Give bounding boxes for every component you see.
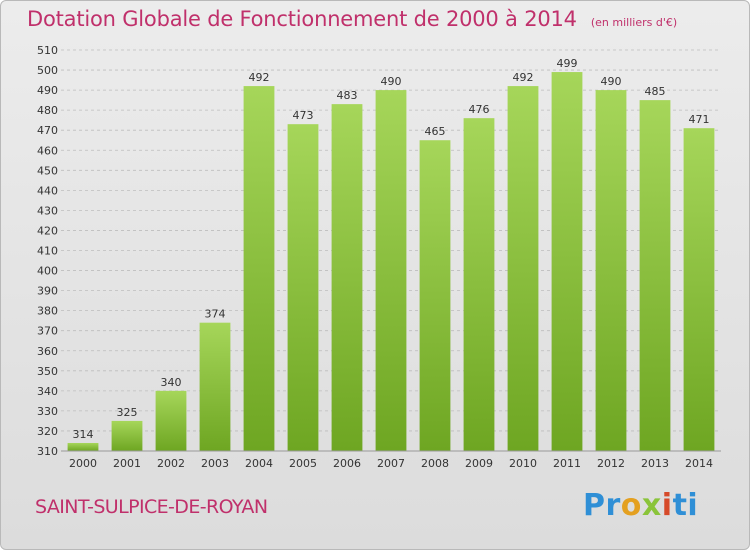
y-tick-label: 500 xyxy=(37,64,58,77)
y-tick-label: 330 xyxy=(37,405,58,418)
bar xyxy=(155,390,187,451)
x-tick-label: 2010 xyxy=(509,457,537,470)
logo-part: i xyxy=(661,488,673,523)
value-label: 485 xyxy=(645,85,666,98)
x-tick-label: 2005 xyxy=(289,457,317,470)
value-label: 490 xyxy=(381,75,402,88)
value-label: 490 xyxy=(601,75,622,88)
value-label: 325 xyxy=(117,406,138,419)
logo-part: x xyxy=(641,488,662,523)
x-tick-label: 2006 xyxy=(333,457,361,470)
logo-part: o xyxy=(620,488,642,523)
bar xyxy=(419,140,451,451)
x-tick-label: 2002 xyxy=(157,457,185,470)
logo-part: Pr xyxy=(583,488,621,523)
value-label: 314 xyxy=(73,428,94,441)
y-tick-label: 400 xyxy=(37,265,58,278)
y-tick-label: 370 xyxy=(37,325,58,338)
x-tick-label: 2011 xyxy=(553,457,581,470)
x-tick-label: 2001 xyxy=(113,457,141,470)
value-label: 374 xyxy=(205,308,226,321)
x-tick-label: 2012 xyxy=(597,457,625,470)
bar xyxy=(67,442,99,451)
commune-name: SAINT-SULPICE-DE-ROYAN xyxy=(35,496,268,518)
y-tick-label: 310 xyxy=(37,445,58,458)
value-label: 340 xyxy=(161,376,182,389)
y-tick-label: 430 xyxy=(37,204,58,217)
logo-part: ti xyxy=(672,488,699,523)
bar xyxy=(551,72,583,452)
bar xyxy=(375,90,407,451)
value-label: 476 xyxy=(469,103,490,116)
y-tick-label: 350 xyxy=(37,365,58,378)
y-tick-label: 320 xyxy=(37,425,58,438)
bar xyxy=(683,128,715,451)
value-label: 473 xyxy=(293,109,314,122)
x-axis-ticks: 2000 2001 2002 2003 2004 2005 2006 2007 2008 2009… xyxy=(69,457,713,470)
y-tick-label: 380 xyxy=(37,305,58,318)
value-labels: 314 325 340 374 492 473 483 490 465 476 492 499 490 4… xyxy=(73,57,710,441)
bar xyxy=(507,86,539,451)
x-tick-label: 2009 xyxy=(465,457,493,470)
bar xyxy=(111,420,143,451)
y-tick-label: 470 xyxy=(37,124,58,137)
bar xyxy=(463,118,495,452)
y-tick-label: 480 xyxy=(37,104,58,117)
unit-note: (en milliers d'€) xyxy=(590,16,678,29)
bar xyxy=(595,90,627,451)
bar xyxy=(243,86,275,451)
y-tick-label: 460 xyxy=(37,144,58,157)
x-tick-label: 2004 xyxy=(245,457,273,470)
value-label: 465 xyxy=(425,125,446,138)
y-tick-label: 450 xyxy=(37,164,58,177)
value-label: 471 xyxy=(689,113,710,126)
chart-title: Dotation Globale de Fonctionnement de 20… xyxy=(27,7,677,31)
y-tick-label: 390 xyxy=(37,285,58,298)
bar xyxy=(331,104,363,451)
value-label: 492 xyxy=(249,71,270,84)
proxiti-logo: Proxiti xyxy=(583,488,698,523)
title-text: Dotation Globale de Fonctionnement de 20… xyxy=(27,7,577,31)
bars xyxy=(67,72,715,452)
y-tick-label: 360 xyxy=(37,345,58,358)
y-tick-label: 510 xyxy=(37,44,58,57)
x-tick-label: 2013 xyxy=(641,457,669,470)
y-tick-label: 420 xyxy=(37,224,58,237)
x-tick-label: 2007 xyxy=(377,457,405,470)
y-tick-label: 410 xyxy=(37,245,58,258)
x-tick-label: 2008 xyxy=(421,457,449,470)
x-tick-label: 2003 xyxy=(201,457,229,470)
value-label: 483 xyxy=(337,89,358,102)
bar xyxy=(639,100,671,451)
x-tick-label: 2014 xyxy=(685,457,713,470)
value-label: 499 xyxy=(557,57,578,70)
bar xyxy=(287,124,319,451)
y-tick-label: 440 xyxy=(37,184,58,197)
y-tick-label: 490 xyxy=(37,84,58,97)
value-label: 492 xyxy=(513,71,534,84)
x-tick-label: 2000 xyxy=(69,457,97,470)
y-axis-ticks: 310 320 330 340 350 360 370 380 390 400 410 420 430 4… xyxy=(37,44,58,458)
bar xyxy=(199,322,231,451)
y-tick-label: 340 xyxy=(37,385,58,398)
